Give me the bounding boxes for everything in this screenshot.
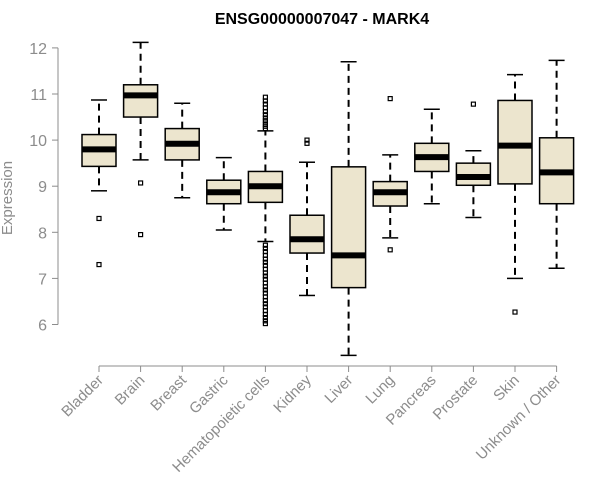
- box-iqr: [497, 99, 533, 185]
- x-tick-label: Lung: [362, 372, 398, 408]
- outlier-point: [470, 101, 476, 107]
- outlier-point: [262, 118, 268, 124]
- box-group: [289, 137, 325, 297]
- box-group: [455, 101, 492, 219]
- outlier-point: [262, 287, 268, 293]
- x-tick-label: Liver: [321, 372, 356, 407]
- outlier-point: [96, 215, 102, 222]
- boxes-layer: [81, 41, 575, 357]
- box-iqr: [330, 166, 367, 289]
- x-tick-label: Brain: [112, 372, 149, 409]
- outlier-point: [304, 137, 310, 143]
- outlier-point: [262, 301, 268, 307]
- box-group: [206, 156, 242, 231]
- y-tick-label: 9: [38, 179, 47, 196]
- outlier-point: [262, 112, 268, 118]
- x-tick-label: Kidney: [270, 371, 315, 416]
- outlier-point: [387, 247, 393, 253]
- box-iqr: [122, 84, 159, 118]
- x-tick-label: Breast: [147, 371, 190, 414]
- box-group: [372, 96, 408, 253]
- y-tick-label: 11: [30, 87, 47, 104]
- outlier-point: [262, 242, 268, 248]
- outlier-point: [262, 314, 268, 321]
- outlier-point: [262, 115, 268, 121]
- chart-title: ENSG00000007047 - MARK4: [215, 11, 429, 28]
- outlier-point: [262, 273, 268, 279]
- box-iqr: [289, 214, 325, 254]
- y-tick-label: 8: [38, 225, 47, 242]
- box-group: [538, 59, 575, 270]
- outlier-point: [304, 140, 310, 146]
- x-tick-label: Bladder: [58, 372, 107, 421]
- outlier-point: [96, 261, 102, 268]
- box-group: [247, 94, 284, 327]
- y-tick-label: 6: [38, 318, 47, 335]
- outlier-point: [512, 309, 518, 315]
- box-group: [330, 60, 367, 357]
- y-tick-label: 7: [38, 271, 47, 288]
- outlier-point: [262, 284, 268, 290]
- outlier-point: [262, 311, 268, 317]
- outlier-point: [262, 101, 268, 107]
- outlier-point: [138, 232, 144, 238]
- outlier-point: [262, 94, 268, 100]
- outlier-point: [262, 318, 268, 324]
- outlier-point: [387, 96, 393, 102]
- outlier-point: [262, 259, 268, 265]
- outlier-point: [262, 256, 268, 262]
- x-tick-label: Skin: [490, 372, 523, 405]
- x-tick-label: Prostate: [430, 372, 482, 424]
- outlier-point: [262, 320, 268, 327]
- y-axis-label: Expression: [0, 161, 16, 235]
- outlier-point: [262, 270, 268, 276]
- outlier-point: [262, 297, 268, 304]
- box-group: [414, 108, 450, 205]
- box-group: [81, 99, 117, 268]
- outlier-point: [262, 245, 268, 252]
- box-group: [122, 41, 159, 238]
- outlier-point: [138, 180, 144, 186]
- axes: 6 7 8 9 10 11 12: [29, 41, 558, 372]
- y-tick-label: 12: [29, 41, 47, 58]
- box-group: [497, 73, 533, 315]
- y-tick-label: 10: [29, 133, 47, 150]
- outlier-point: [262, 121, 268, 127]
- box-group: [164, 102, 200, 199]
